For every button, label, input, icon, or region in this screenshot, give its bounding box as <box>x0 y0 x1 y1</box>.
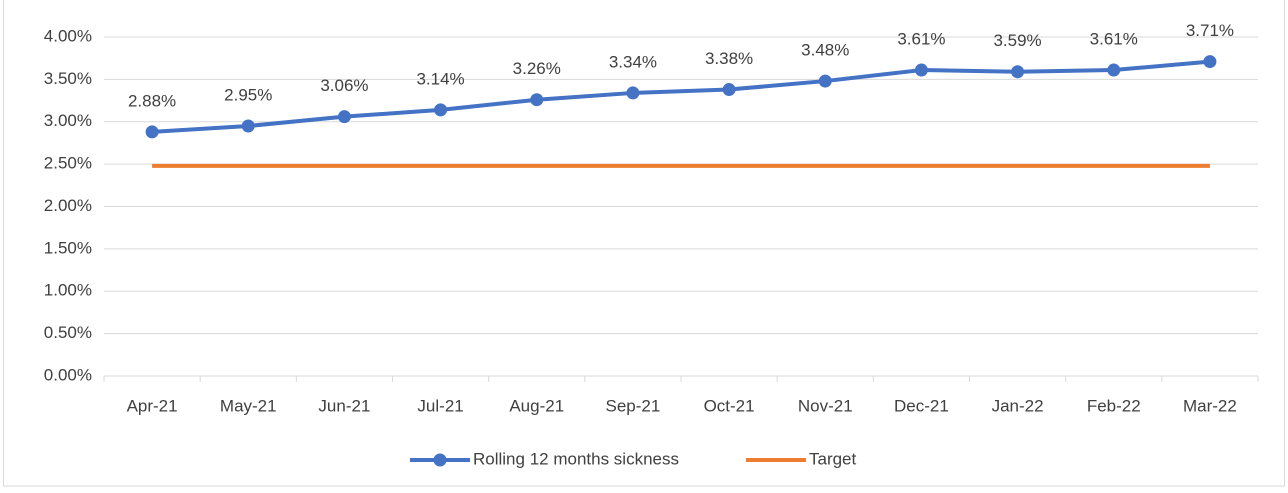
y-tick-label: 1.50% <box>44 238 92 257</box>
x-tick-label: Jun-21 <box>318 396 370 415</box>
point <box>626 86 640 100</box>
x-tick-label: Aug-21 <box>509 396 564 415</box>
data-label: 2.88% <box>128 91 176 110</box>
data-label: 3.61% <box>897 30 945 49</box>
point <box>1011 65 1025 79</box>
x-tick-label: May-21 <box>220 396 277 415</box>
series-line <box>151 59 1211 134</box>
data-label: 3.34% <box>609 52 657 71</box>
point <box>434 103 448 117</box>
point <box>722 83 736 97</box>
y-tick-label: 0.50% <box>44 323 92 342</box>
point <box>530 93 544 107</box>
data-label: 3.14% <box>416 69 464 88</box>
data-label: 3.26% <box>513 59 561 78</box>
x-tick-label: Mar-22 <box>1183 396 1237 415</box>
x-tick-label: Feb-22 <box>1087 396 1141 415</box>
data-label: 2.95% <box>224 85 272 104</box>
data-label: 3.38% <box>705 49 753 68</box>
data-label: 3.71% <box>1186 21 1234 40</box>
point <box>145 125 159 139</box>
legend-label: Rolling 12 months sickness <box>473 449 679 468</box>
x-tick-label: Dec-21 <box>894 396 949 415</box>
y-tick-label: 3.00% <box>44 111 92 130</box>
point <box>241 119 255 133</box>
legend-marker <box>433 453 447 467</box>
y-tick-label: 4.00% <box>44 26 92 45</box>
legend-label: Target <box>809 449 857 468</box>
data-label: 3.06% <box>320 76 368 95</box>
y-tick-label: 2.00% <box>44 196 92 215</box>
point <box>914 63 928 77</box>
data-label: 3.61% <box>1090 30 1138 49</box>
x-tick-label: Jul-21 <box>417 396 463 415</box>
y-tick-label: 2.50% <box>44 154 92 173</box>
point <box>818 74 832 88</box>
chart-frame <box>3 0 1285 487</box>
y-tick-label: 1.00% <box>44 281 92 300</box>
point <box>337 110 351 124</box>
data-label: 3.59% <box>993 31 1041 50</box>
y-tick-label: 3.50% <box>44 69 92 88</box>
point <box>1203 55 1217 69</box>
point <box>1107 63 1121 77</box>
x-tick-label: Jan-22 <box>992 396 1044 415</box>
data-label: 3.48% <box>801 41 849 60</box>
x-tick-label: Apr-21 <box>127 396 178 415</box>
x-tick-label: Oct-21 <box>704 396 755 415</box>
x-tick-label: Sep-21 <box>606 396 661 415</box>
y-tick-label: 0.00% <box>44 365 92 384</box>
x-tick-label: Nov-21 <box>798 396 853 415</box>
